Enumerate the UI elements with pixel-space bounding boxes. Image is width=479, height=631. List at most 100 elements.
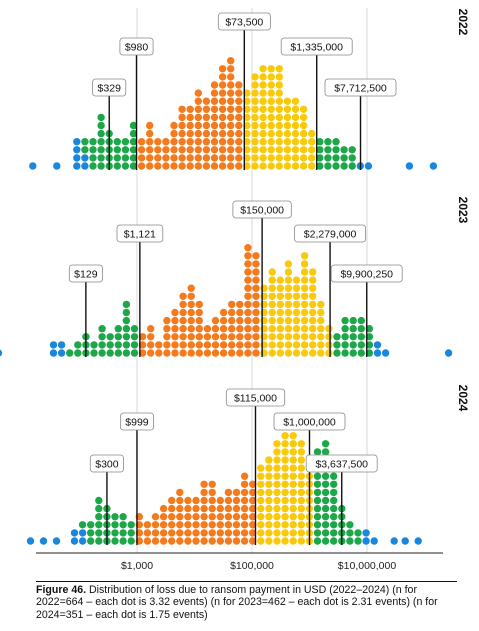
dot [146, 162, 154, 170]
dot [275, 121, 283, 130]
dot [236, 325, 244, 333]
dot [309, 349, 317, 357]
dot [227, 129, 235, 138]
dot [251, 138, 259, 146]
dot [244, 349, 252, 357]
dot [370, 537, 378, 545]
dot [349, 316, 357, 325]
dot [291, 138, 300, 146]
dot [121, 162, 130, 170]
dot [289, 537, 297, 545]
dot [340, 162, 348, 170]
dot [170, 138, 178, 146]
dot [284, 260, 293, 268]
dot [129, 121, 138, 130]
dot [299, 129, 308, 138]
dot [187, 349, 195, 357]
dot [281, 513, 289, 521]
dot [200, 496, 208, 505]
dot [273, 537, 281, 545]
dot [330, 521, 338, 529]
dot [299, 162, 308, 170]
dot [309, 308, 317, 317]
dot [273, 496, 281, 505]
dot [236, 316, 244, 325]
dot [300, 316, 309, 325]
dot [113, 154, 122, 162]
dot [228, 308, 236, 317]
dot [284, 300, 293, 309]
dot [195, 300, 203, 309]
dot [162, 146, 170, 154]
dot [228, 341, 236, 349]
dot [252, 349, 260, 357]
dot [97, 121, 105, 130]
dot [243, 105, 251, 114]
dot [281, 521, 289, 529]
dot [313, 504, 322, 513]
dot [244, 268, 252, 276]
dot [324, 138, 332, 146]
dot [186, 138, 194, 146]
dot [259, 121, 267, 130]
dot [146, 121, 154, 130]
dot [284, 276, 293, 284]
dot [276, 341, 284, 349]
dot [179, 349, 187, 357]
dot [171, 308, 179, 317]
dot [259, 89, 267, 97]
dot [137, 162, 146, 170]
dot [259, 105, 267, 114]
dot [78, 529, 87, 537]
dot [219, 308, 228, 317]
dot [210, 81, 219, 89]
dot [216, 496, 224, 505]
dot [159, 529, 168, 537]
dot [200, 488, 208, 497]
dot [313, 521, 322, 529]
dot [316, 146, 324, 154]
dot [289, 496, 297, 505]
dot [187, 333, 195, 341]
dot [249, 480, 257, 488]
dot [291, 129, 300, 138]
dot [98, 341, 106, 349]
dot [211, 333, 220, 341]
dot [300, 276, 309, 284]
dot [251, 97, 259, 105]
dot [195, 325, 203, 333]
dot [316, 138, 324, 146]
dot [321, 440, 330, 448]
percentile-label-box [232, 200, 292, 219]
dot [187, 308, 195, 317]
dot [300, 268, 309, 276]
dot [192, 513, 200, 521]
dot [283, 138, 292, 146]
dot [284, 325, 293, 333]
dot [257, 513, 265, 521]
dot [179, 333, 187, 341]
dot [244, 292, 252, 300]
dot [210, 154, 219, 162]
dot [95, 521, 103, 529]
dot [243, 89, 251, 97]
dot [251, 121, 259, 130]
percentile-label: $1,000,000 [283, 417, 336, 429]
dot [268, 300, 276, 309]
dot [211, 341, 220, 349]
dot [284, 349, 293, 357]
dot [273, 480, 281, 488]
dot [143, 521, 152, 529]
dot [194, 138, 202, 146]
dot [265, 513, 273, 521]
figure-caption: Figure 46. Distribution of loss due to r… [36, 584, 466, 621]
dot [121, 154, 130, 162]
dot [316, 154, 324, 162]
dot [178, 154, 186, 162]
dot [194, 105, 202, 114]
dot [354, 537, 362, 545]
dot [202, 113, 211, 122]
dot [90, 349, 98, 357]
dot [81, 162, 89, 170]
dot [218, 121, 227, 130]
